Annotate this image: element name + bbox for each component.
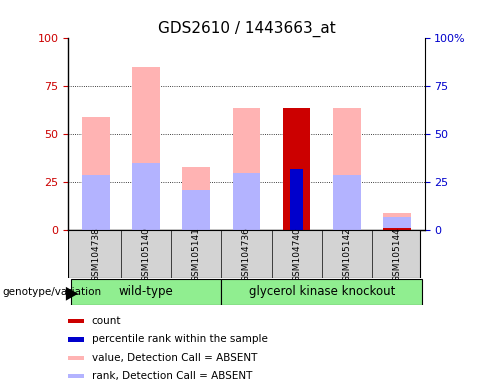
Bar [233,108,260,230]
Bar [132,163,160,230]
Text: GSM105142: GSM105142 [342,227,351,282]
Text: genotype/variation: genotype/variation [2,287,102,297]
Text: GSM104736: GSM104736 [242,227,251,282]
Bar [383,228,411,230]
Text: glycerol kinase knockout: glycerol kinase knockout [248,285,395,298]
Bar [183,190,210,230]
Text: GSM105141: GSM105141 [192,227,201,282]
Bar [68,356,84,360]
Text: wild-type: wild-type [119,285,173,298]
Text: GSM104738: GSM104738 [91,227,101,282]
Bar [290,169,303,230]
Bar [183,167,210,230]
Bar [383,217,411,230]
Bar [333,108,361,230]
Text: percentile rank within the sample: percentile rank within the sample [92,334,267,344]
Bar [68,374,84,379]
Bar [82,175,110,230]
Bar [233,173,260,230]
Bar [132,67,160,230]
Text: GSM104740: GSM104740 [292,227,301,282]
Text: value, Detection Call = ABSENT: value, Detection Call = ABSENT [92,353,257,363]
Text: rank, Detection Call = ABSENT: rank, Detection Call = ABSENT [92,371,252,381]
Text: GSM105144: GSM105144 [392,227,402,282]
Bar [71,279,222,305]
Title: GDS2610 / 1443663_at: GDS2610 / 1443663_at [158,21,335,37]
Polygon shape [66,287,78,301]
Bar [222,279,422,305]
Bar [383,213,411,230]
Bar [333,175,361,230]
Bar [283,171,310,230]
Text: GSM105140: GSM105140 [142,227,151,282]
Bar [82,117,110,230]
Bar [283,108,310,230]
Bar [68,319,84,323]
Bar [68,337,84,342]
Bar [283,108,310,230]
Text: count: count [92,316,121,326]
